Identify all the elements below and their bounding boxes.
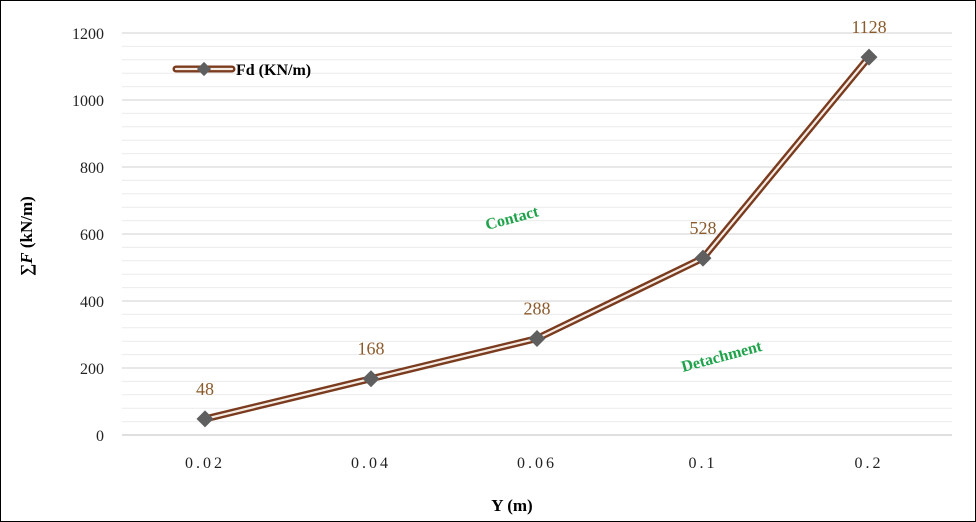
y-tick-label: 600 xyxy=(80,227,104,244)
gridlines xyxy=(122,32,952,423)
y-tick-label: 1000 xyxy=(72,93,104,110)
y-tick-label: 1200 xyxy=(72,26,104,43)
data-point xyxy=(860,48,878,66)
y-axis-title-sum: ∑ xyxy=(17,264,36,276)
y-tick-label: 800 xyxy=(80,160,104,177)
series-fd xyxy=(201,53,873,423)
legend-label: Fd (KN/m) xyxy=(236,62,311,79)
annotation-detachment: Detachment xyxy=(680,338,765,376)
data-point xyxy=(196,410,214,428)
x-tick-label: 0.2 xyxy=(855,455,884,472)
y-tick-label: 400 xyxy=(80,294,104,311)
x-tick-label: 0.04 xyxy=(351,455,391,472)
data-label: 288 xyxy=(524,299,551,319)
data-label: 168 xyxy=(358,339,385,359)
x-tick-label: 0.02 xyxy=(185,455,225,472)
data-point xyxy=(528,330,546,348)
data-label: 528 xyxy=(690,218,717,238)
data-label: 1128 xyxy=(851,17,886,37)
x-tick-label: 0.1 xyxy=(689,455,718,472)
y-axis-ticks: 0 200 400 600 800 1000 1200 xyxy=(72,26,104,445)
data-point xyxy=(694,249,712,267)
y-axis-title: ∑F (kN/m) xyxy=(17,196,36,276)
x-axis-ticks: 0.02 0.04 0.06 0.1 0.2 xyxy=(185,455,884,472)
data-labels: 48 168 288 528 1128 xyxy=(196,17,887,399)
series-line-inner xyxy=(203,56,871,421)
legend: Fd (KN/m) xyxy=(172,61,311,79)
data-label: 48 xyxy=(196,379,214,399)
legend-marker xyxy=(196,61,212,77)
series-markers xyxy=(196,48,878,428)
y-tick-label: 0 xyxy=(96,428,104,445)
x-axis-title: Y (m) xyxy=(491,496,532,515)
y-tick-label: 200 xyxy=(80,361,104,378)
x-tick-label: 0.06 xyxy=(517,455,557,472)
series-line-outer xyxy=(201,53,873,423)
y-axis-title-var: F xyxy=(17,252,36,265)
annotation-contact: Contact xyxy=(484,203,541,234)
y-axis-title-unit: (kN/m) xyxy=(17,196,36,252)
data-point xyxy=(362,370,380,388)
